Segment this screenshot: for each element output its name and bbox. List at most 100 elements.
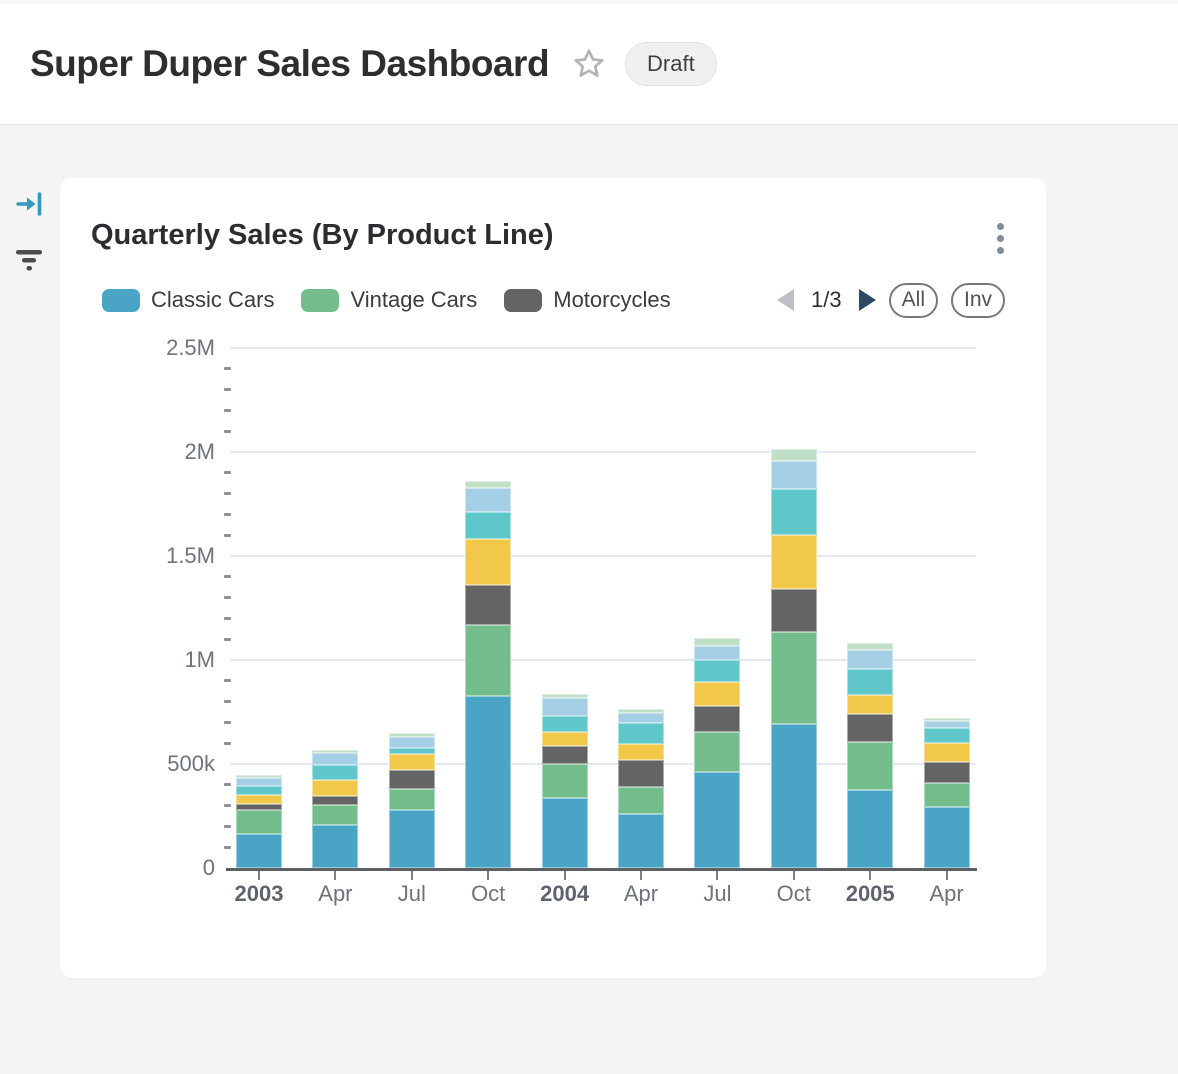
bar-segment[interactable]: [694, 731, 741, 773]
bar-segment[interactable]: [388, 788, 435, 810]
bar-segment[interactable]: [618, 759, 664, 787]
legend-pager: 1/3 All Inv: [777, 282, 1005, 318]
bar-segment[interactable]: [388, 770, 435, 789]
legend-item[interactable]: Classic Cars: [102, 287, 274, 313]
bar-segment[interactable]: [388, 736, 435, 749]
favorite-star-button[interactable]: [571, 46, 607, 82]
bar-segment[interactable]: [541, 698, 588, 717]
bar-segment[interactable]: [770, 448, 817, 462]
bar-segment[interactable]: [694, 660, 741, 682]
bar-segment[interactable]: [694, 638, 741, 647]
x-axis-tick: [869, 871, 872, 880]
y-minor-tick: [224, 637, 231, 641]
collapse-sidebar-button[interactable]: [15, 189, 45, 224]
legend-swatch-icon: [102, 288, 140, 312]
x-axis-tick: [487, 871, 490, 880]
prev-page-icon[interactable]: [777, 289, 795, 311]
bar-segment[interactable]: [923, 761, 970, 783]
bar-segment[interactable]: [236, 833, 282, 868]
bar-segment[interactable]: [465, 696, 512, 868]
bar-segment[interactable]: [618, 713, 664, 724]
filter-icon: [16, 250, 42, 271]
bar-segment[interactable]: [923, 721, 970, 728]
bar-segment[interactable]: [236, 785, 282, 796]
legend-item[interactable]: Vintage Cars: [301, 287, 477, 313]
bar-segment[interactable]: [770, 535, 817, 590]
bar-segment[interactable]: [923, 806, 970, 868]
bar-segment[interactable]: [618, 723, 664, 745]
legend-items: Classic Cars Vintage Cars Motorcycles: [102, 287, 698, 313]
bar-segment[interactable]: [847, 695, 894, 715]
bar-segment[interactable]: [465, 539, 512, 586]
bar-segment[interactable]: [694, 646, 741, 660]
bar-segment[interactable]: [618, 786, 664, 814]
bar-segment[interactable]: [465, 512, 512, 540]
chart-title: Quarterly Sales (By Product Line): [91, 219, 554, 251]
x-axis-tick-label: Oct: [776, 881, 811, 906]
y-minor-tick: [224, 804, 231, 808]
chart-plot: 2.5M 2M 1.5M 1M 500k 0 2003 Apr Jul Oct 2004 Apr Jul…: [60, 178, 1046, 978]
bar-segment[interactable]: [847, 649, 894, 670]
bar-segment[interactable]: [618, 744, 664, 760]
bar-segment[interactable]: [312, 750, 359, 753]
x-axis-tick-label: 2004: [540, 881, 590, 906]
bar-segment[interactable]: [618, 708, 664, 714]
bar-segment[interactable]: [847, 643, 894, 650]
bar-segment[interactable]: [236, 775, 282, 778]
legend-all-button[interactable]: All: [888, 282, 938, 318]
bar-segment[interactable]: [236, 795, 282, 804]
bar-segment[interactable]: [923, 718, 970, 722]
bar-segment[interactable]: [923, 782, 970, 807]
bar-segment[interactable]: [312, 796, 359, 805]
bar-segment[interactable]: [847, 742, 894, 790]
bar-segment[interactable]: [312, 779, 359, 797]
bar-segment[interactable]: [923, 727, 970, 744]
next-page-icon[interactable]: [858, 289, 876, 311]
bar-segment[interactable]: [770, 489, 817, 536]
bar-segment[interactable]: [618, 813, 664, 868]
bar-segment[interactable]: [465, 624, 512, 697]
card-menu-button[interactable]: [986, 218, 1014, 258]
bar-segment[interactable]: [847, 790, 894, 868]
bar-segment[interactable]: [236, 803, 282, 810]
bar-segment[interactable]: [847, 669, 894, 696]
bar-segment[interactable]: [465, 481, 512, 489]
bar-segment[interactable]: [770, 461, 817, 490]
bar-segment[interactable]: [770, 631, 817, 725]
bar-segment[interactable]: [312, 825, 359, 868]
bar-segment[interactable]: [541, 731, 588, 747]
bar-segment[interactable]: [541, 746, 588, 764]
bar-segment[interactable]: [541, 694, 588, 699]
bar-segment[interactable]: [312, 765, 359, 780]
bar-segment[interactable]: [236, 777, 282, 786]
bar-segment[interactable]: [541, 764, 588, 799]
bar-segment[interactable]: [770, 589, 817, 632]
legend-invert-button[interactable]: Inv: [950, 282, 1005, 318]
bar-segment[interactable]: [388, 809, 435, 868]
legend-item[interactable]: Motorcycles: [504, 287, 671, 313]
bar-segment[interactable]: [312, 752, 359, 766]
legend-item-label: Motorcycles: [553, 287, 671, 312]
top-strip: [0, 0, 1178, 4]
x-axis-tick-label: Oct: [471, 881, 506, 906]
bar-segment[interactable]: [694, 772, 741, 868]
bar-segment[interactable]: [465, 585, 512, 625]
bar-segment[interactable]: [236, 809, 282, 834]
filter-button[interactable]: [13, 243, 45, 280]
bar-segment[interactable]: [770, 724, 817, 868]
bar-segment[interactable]: [694, 681, 741, 706]
bar-segment[interactable]: [923, 743, 970, 762]
bar-segment[interactable]: [541, 716, 588, 732]
bar-segment[interactable]: [388, 753, 435, 771]
bar-segment[interactable]: [847, 714, 894, 743]
bar-segment[interactable]: [388, 748, 435, 754]
bar-segment[interactable]: [388, 732, 435, 737]
bar-segment[interactable]: [312, 804, 359, 826]
bar-segment[interactable]: [694, 705, 741, 732]
y-minor-tick: [224, 720, 231, 724]
bar-segment[interactable]: [541, 798, 588, 868]
y-minor-tick: [224, 512, 231, 516]
bar-segment[interactable]: [465, 488, 512, 513]
x-axis-tick-label: 2003: [234, 881, 284, 906]
